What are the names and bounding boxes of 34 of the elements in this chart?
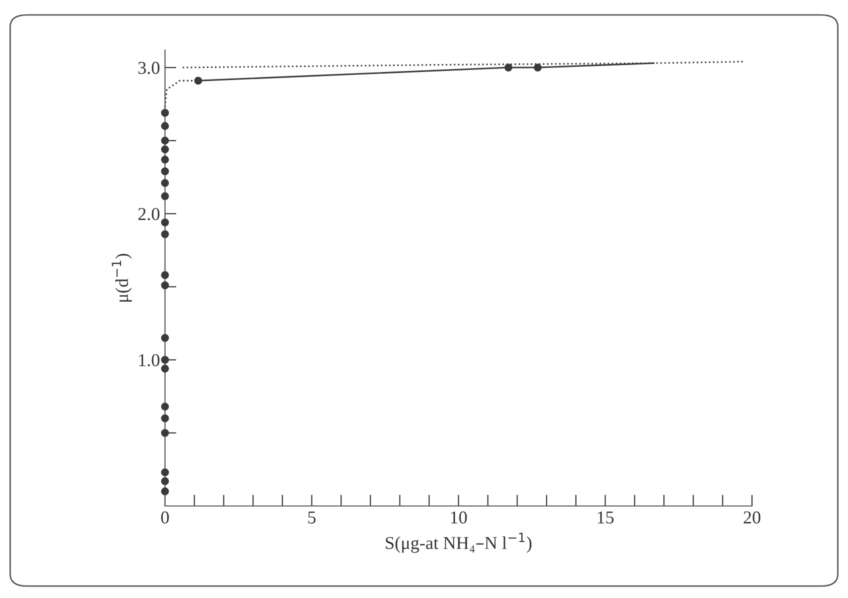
y-tick-label: 2.0 <box>138 208 160 220</box>
point <box>161 468 169 476</box>
x-tick-label: 10 <box>451 511 467 524</box>
point <box>161 218 169 226</box>
point <box>161 364 169 373</box>
x-tick-label: 20 <box>744 511 760 524</box>
point <box>161 414 169 422</box>
x-axis-title: S(μg-at NH₄–N l$^{−1}$) <box>386 532 532 553</box>
point <box>161 179 169 187</box>
point <box>161 271 169 280</box>
point <box>161 402 169 411</box>
y-axis-title: μ(d$^{−1}$) <box>112 254 132 302</box>
point <box>161 356 169 364</box>
point <box>161 167 169 176</box>
x-tick-label: 15 <box>598 511 614 524</box>
y-tick-label: 1.0 <box>139 354 160 366</box>
point <box>504 64 512 72</box>
point <box>161 281 169 290</box>
point <box>161 487 169 496</box>
point <box>161 145 169 154</box>
point <box>161 230 169 238</box>
point <box>161 334 169 342</box>
point <box>534 64 542 72</box>
point <box>161 108 169 117</box>
point <box>194 76 202 85</box>
point <box>161 428 169 437</box>
point <box>161 136 169 145</box>
point <box>161 122 169 130</box>
point <box>161 156 169 164</box>
point <box>161 192 169 200</box>
x-tick-label: 0 <box>161 511 169 524</box>
y-tick-label: 3.0 <box>138 62 160 74</box>
x-tick-label: 5 <box>308 512 316 524</box>
point <box>161 477 169 486</box>
